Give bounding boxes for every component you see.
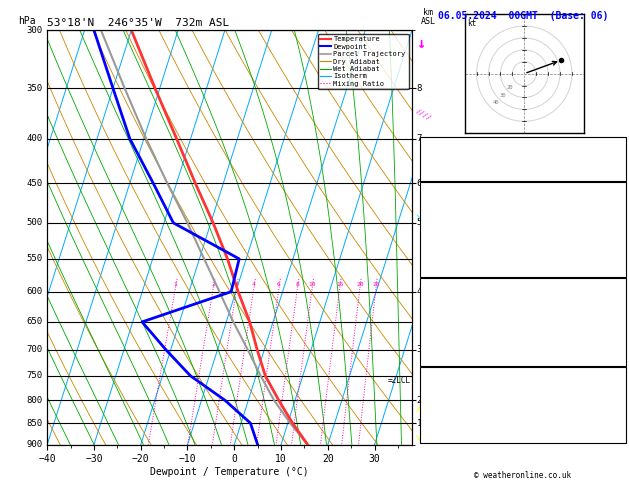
Text: 30: 30 [499,93,506,98]
Legend: Temperature, Dewpoint, Parcel Trajectory, Dry Adiabat, Wet Adiabat, Isotherm, Mi: Temperature, Dewpoint, Parcel Trajectory… [318,34,408,89]
Text: 53°18'N  246°35'W  732m ASL: 53°18'N 246°35'W 732m ASL [47,18,230,28]
Text: ↘: ↘ [415,433,422,442]
Text: 750: 750 [26,371,43,381]
Text: K: K [422,143,427,152]
Text: ↓: ↓ [416,36,425,51]
Text: 15: 15 [336,282,343,287]
Text: 250°: 250° [603,411,623,420]
Text: 400: 400 [26,134,43,143]
Text: 2: 2 [211,282,215,287]
Text: 13: 13 [613,424,623,433]
Text: ↘↘: ↘↘ [415,211,427,221]
X-axis label: Dewpoint / Temperature (°C): Dewpoint / Temperature (°C) [150,467,309,477]
Text: Lifted Index: Lifted Index [422,238,482,247]
Text: Dewp (°C): Dewp (°C) [422,212,467,221]
Text: 13: 13 [613,264,623,274]
Text: 900: 900 [26,440,43,449]
Text: 5: 5 [417,218,422,227]
Text: 1: 1 [174,282,177,287]
Text: 350: 350 [26,84,43,93]
Text: 8: 8 [417,84,422,93]
Text: 450: 450 [26,179,43,188]
Text: 25: 25 [372,282,380,287]
Text: PW (cm): PW (cm) [422,169,457,178]
Text: 15.7: 15.7 [603,199,623,208]
Text: 20: 20 [507,86,513,90]
Text: Hodograph: Hodograph [500,371,545,381]
Text: 912: 912 [608,295,623,304]
Text: 550: 550 [26,254,43,263]
Text: 800: 800 [26,396,43,405]
Text: Surface: Surface [505,186,540,195]
Text: SREH: SREH [422,398,442,407]
Text: 300: 300 [26,26,43,35]
Text: θᴄ (K): θᴄ (K) [422,308,452,317]
Text: 600: 600 [26,287,43,296]
Text: Temp (°C): Temp (°C) [422,199,467,208]
Text: 37: 37 [613,251,623,260]
Text: 314: 314 [608,308,623,317]
Text: Mixing Ratio (g/kg): Mixing Ratio (g/kg) [448,190,457,285]
Text: CAPE (J): CAPE (J) [422,251,462,260]
Text: km
ASL: km ASL [421,8,436,26]
Text: CIN (J): CIN (J) [422,264,457,274]
Text: 700: 700 [26,346,43,354]
Text: 1: 1 [417,418,422,428]
Text: 6: 6 [277,282,281,287]
Text: Lifted Index: Lifted Index [422,321,482,330]
Text: 20: 20 [613,143,623,152]
Text: =2LCL: =2LCL [387,376,411,385]
Text: Totals Totals: Totals Totals [422,156,487,165]
Text: Pressure (mb): Pressure (mb) [422,295,487,304]
Text: θᴄ(K): θᴄ(K) [422,225,447,234]
Text: 13: 13 [613,347,623,356]
Text: hPa: hPa [18,16,36,26]
Text: CIN (J): CIN (J) [422,347,457,356]
Text: 1.28: 1.28 [603,169,623,178]
Text: EH: EH [422,384,432,394]
Text: 314: 314 [608,225,623,234]
Text: 25: 25 [613,398,623,407]
Text: 10: 10 [308,282,316,287]
Text: 40: 40 [493,100,499,105]
Text: 4: 4 [252,282,255,287]
Text: 4: 4 [417,287,422,296]
Text: StmSpd (kt): StmSpd (kt) [422,424,477,433]
Text: 37: 37 [613,334,623,343]
Text: 3: 3 [417,346,422,354]
Text: ////: //// [415,107,433,121]
Text: 49: 49 [613,156,623,165]
Text: © weatheronline.co.uk: © weatheronline.co.uk [474,471,571,480]
Text: 7: 7 [417,134,422,143]
Text: StmDir: StmDir [422,411,452,420]
Text: Most Unstable: Most Unstable [490,281,555,291]
Text: 5: 5 [618,212,623,221]
Text: CAPE (J): CAPE (J) [422,334,462,343]
Text: 650: 650 [26,317,43,327]
Text: 3: 3 [235,282,238,287]
Text: 8: 8 [296,282,299,287]
Text: 500: 500 [26,218,43,227]
Text: 850: 850 [26,418,43,428]
Text: 20: 20 [356,282,364,287]
Text: 0: 0 [618,238,623,247]
Text: 20: 20 [613,384,623,394]
Text: kt: kt [467,19,476,28]
Text: 0: 0 [618,321,623,330]
Text: 06.05.2024  00GMT  (Base: 06): 06.05.2024 00GMT (Base: 06) [438,11,608,21]
Text: 2: 2 [417,396,422,405]
Text: /: / [415,403,422,413]
Text: 6: 6 [417,179,422,188]
